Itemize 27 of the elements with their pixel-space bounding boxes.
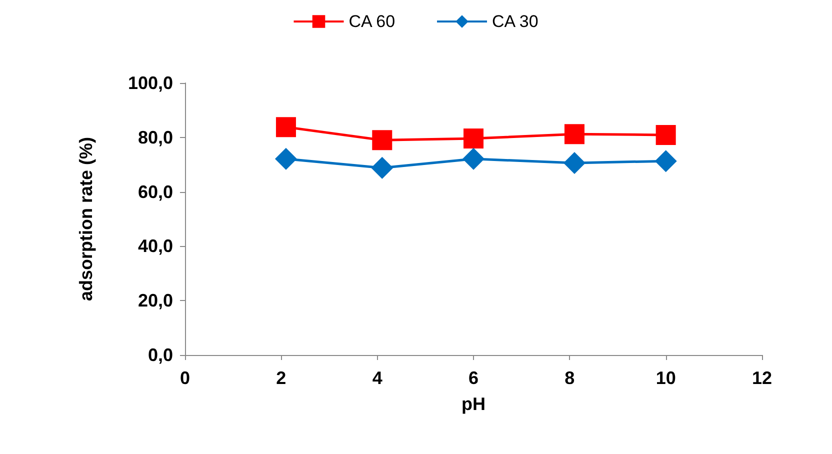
point — [654, 150, 677, 172]
point — [656, 124, 676, 145]
x-axis-title: pH — [462, 394, 486, 414]
y-axis-title: adsorption rate (%) — [76, 136, 96, 302]
x-tick-label: 8 — [564, 368, 575, 388]
point — [464, 128, 484, 148]
y-tick-label: 100,0 — [128, 73, 173, 93]
point — [563, 152, 586, 174]
y-tick-label: 40,0 — [138, 236, 173, 256]
point — [276, 117, 296, 138]
y-tick-label: 80,0 — [138, 127, 173, 148]
x-tick-label: 6 — [468, 368, 479, 388]
y-tick-label: 20,0 — [138, 290, 173, 311]
x-tick-label: 4 — [372, 368, 382, 388]
x-tick-label: 2 — [276, 368, 286, 388]
y-tick-label: 0,0 — [148, 345, 173, 365]
x-tick-label: 12 — [752, 368, 772, 388]
point — [372, 130, 392, 150]
y-tick-label: 60,0 — [138, 182, 173, 202]
point — [462, 148, 484, 170]
point — [371, 156, 394, 179]
point — [274, 148, 297, 170]
x-tick-label: 0 — [180, 368, 190, 388]
legend-label: CA 30 — [492, 12, 538, 31]
legend-label: CA 60 — [348, 12, 396, 31]
point — [564, 124, 584, 144]
x-tick-label: 10 — [656, 368, 676, 388]
